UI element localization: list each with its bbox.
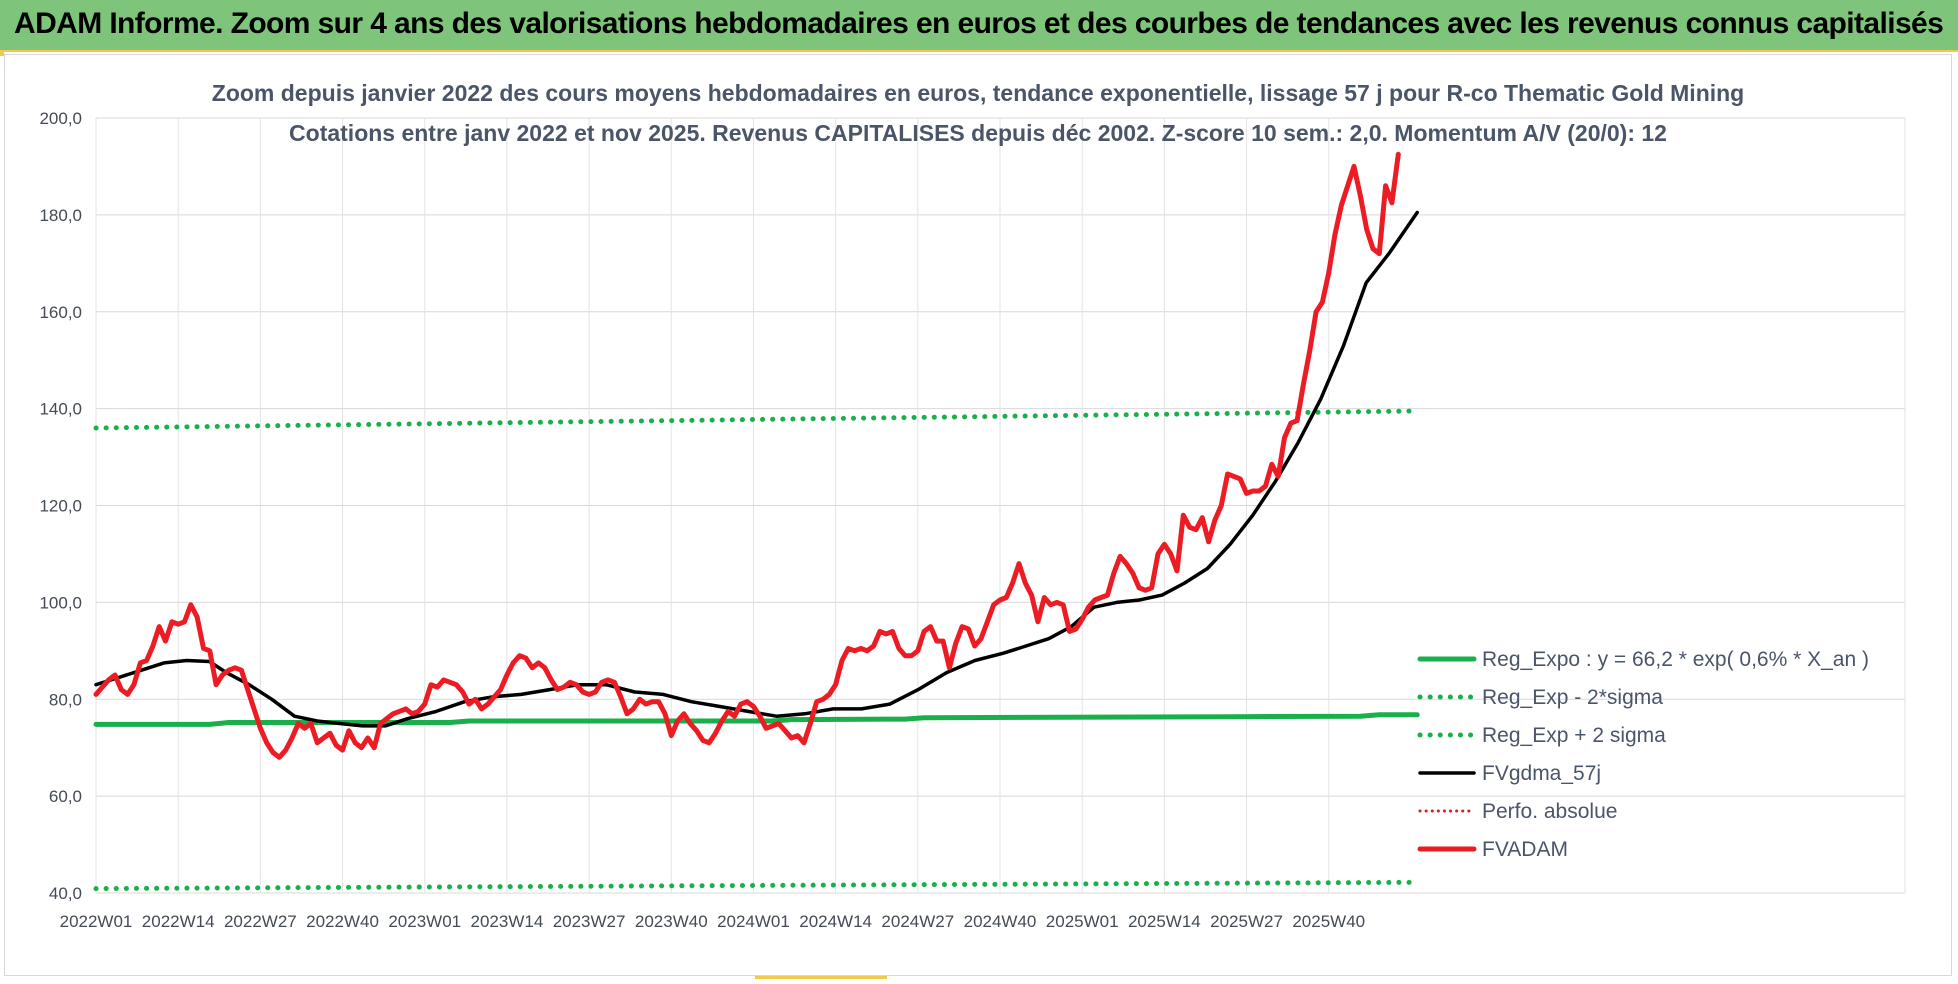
x-tick-label: 2022W27 bbox=[224, 912, 297, 931]
x-tick-label: 2023W14 bbox=[471, 912, 544, 931]
legend-label-reg-expo-y-66-2-exp-0-6-x-an: Reg_Expo : y = 66,2 * exp( 0,6% * X_an ) bbox=[1482, 648, 1869, 671]
x-tick-label: 2024W40 bbox=[964, 912, 1037, 931]
y-tick-label: 180,0 bbox=[39, 206, 82, 225]
chart-title-line-1: Zoom depuis janvier 2022 des cours moyen… bbox=[212, 80, 1744, 106]
series-line-reg-exp-2-sigma bbox=[93, 879, 1420, 892]
x-tick-label: 2023W01 bbox=[388, 912, 461, 931]
x-tick-label: 2023W27 bbox=[553, 912, 626, 931]
y-tick-label: 140,0 bbox=[39, 400, 82, 419]
y-tick-label: 160,0 bbox=[39, 303, 82, 322]
legend-label-fvgdma-57j: FVgdma_57j bbox=[1482, 762, 1601, 785]
x-tick-label: 2022W14 bbox=[142, 912, 215, 931]
x-tick-label: 2022W01 bbox=[60, 912, 133, 931]
x-tick-label: 2025W27 bbox=[1210, 912, 1283, 931]
y-tick-label: 60,0 bbox=[49, 787, 82, 806]
legend-label-fvadam: FVADAM bbox=[1482, 838, 1568, 861]
x-tick-label: 2022W40 bbox=[306, 912, 379, 931]
x-tick-label: 2024W27 bbox=[881, 912, 954, 931]
y-tick-label: 120,0 bbox=[39, 497, 82, 516]
series-layer bbox=[93, 151, 1420, 892]
legend-label-perfo-absolue: Perfo. absolue bbox=[1482, 800, 1617, 823]
banner-title: ADAM Informe. Zoom sur 4 ans des valoris… bbox=[14, 7, 1944, 40]
series-line-reg-expo-y-66-2-exp-0-6-x-an bbox=[93, 712, 1420, 727]
legend-label-reg-exp-2-sigma: Reg_Exp - 2*sigma bbox=[1482, 686, 1663, 709]
y-tick-label: 40,0 bbox=[49, 884, 82, 903]
chart-frame bbox=[4, 54, 1952, 976]
x-tick-label: 2024W01 bbox=[717, 912, 790, 931]
corner-mark-bottom bbox=[755, 976, 887, 979]
series-line-fvadam bbox=[93, 151, 1401, 760]
x-tick-label: 2025W40 bbox=[1292, 912, 1365, 931]
grid-layer bbox=[95, 117, 1906, 894]
x-tick-label: 2024W14 bbox=[799, 912, 872, 931]
chart-title-line-2: Cotations entre janv 2022 et nov 2025. R… bbox=[289, 120, 1667, 146]
x-tick-label: 2023W40 bbox=[635, 912, 708, 931]
x-tick-label: 2025W14 bbox=[1128, 912, 1201, 931]
legend-label-reg-exp-2-sigma: Reg_Exp + 2 sigma bbox=[1482, 724, 1666, 747]
y-tick-label: 80,0 bbox=[49, 690, 82, 709]
y-tick-label: 100,0 bbox=[39, 593, 82, 612]
axis-labels: 40,0 60,0 80,0 100,0 120,0 140,0 160,0 180,0 200… bbox=[39, 109, 1365, 931]
series-line-fvgdma-57j bbox=[94, 210, 1419, 728]
x-tick-label: 2025W01 bbox=[1046, 912, 1119, 931]
y-tick-label: 200,0 bbox=[39, 109, 82, 128]
legend: Reg_Expo : y = 66,2 * exp( 0,6% * X_an )… bbox=[1417, 648, 1869, 861]
banner: ADAM Informe. Zoom sur 4 ans des valoris… bbox=[0, 0, 1958, 52]
corner-mark-left bbox=[0, 52, 4, 56]
series-line-reg-exp-2-sigma bbox=[93, 408, 1420, 431]
